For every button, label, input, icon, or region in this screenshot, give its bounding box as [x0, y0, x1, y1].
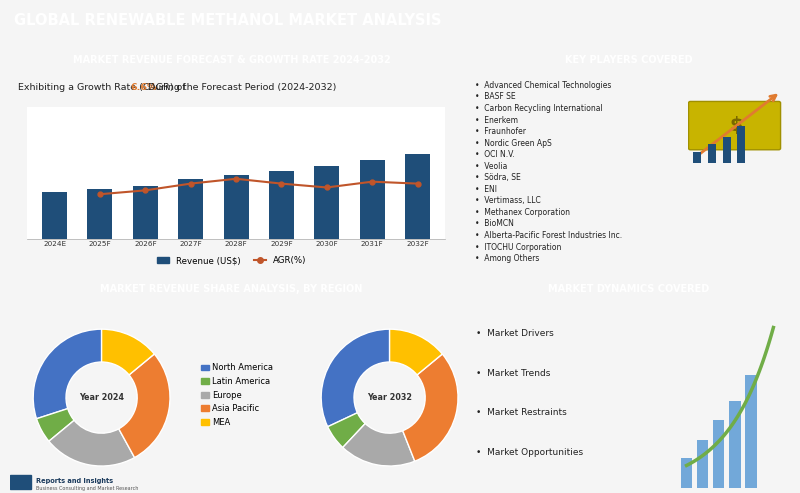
Bar [714, 420, 725, 488]
Wedge shape [49, 421, 134, 466]
Bar [697, 440, 708, 488]
Text: KEY PLAYERS COVERED: KEY PLAYERS COVERED [565, 55, 693, 66]
Text: 6.6%: 6.6% [130, 83, 157, 92]
Text: •  OCI N.V.: • OCI N.V. [475, 150, 515, 159]
Text: MARKET DYNAMICS COVERED: MARKET DYNAMICS COVERED [548, 283, 710, 294]
Text: •  Veolia: • Veolia [475, 162, 508, 171]
FancyBboxPatch shape [689, 102, 781, 150]
Bar [708, 144, 716, 163]
Text: •  BASF SE: • BASF SE [475, 93, 516, 102]
Text: •  Market Restraints: • Market Restraints [476, 409, 566, 418]
Bar [42, 192, 67, 239]
Bar [738, 126, 746, 163]
Text: •  Advanced Chemical Technologies: • Advanced Chemical Technologies [475, 81, 612, 90]
Text: MARKET REVENUE FORECAST & GROWTH RATE 2024-2032: MARKET REVENUE FORECAST & GROWTH RATE 20… [73, 55, 390, 66]
Text: Business Consulting and Market Research: Business Consulting and Market Research [36, 486, 138, 491]
Bar [360, 160, 385, 239]
Wedge shape [390, 329, 442, 375]
Text: •  Market Opportunities: • Market Opportunities [476, 448, 583, 458]
Wedge shape [37, 409, 74, 441]
Text: •  Södra, SE: • Södra, SE [475, 174, 521, 182]
FancyBboxPatch shape [10, 475, 30, 489]
Text: During the Forecast Period (2024-2032): During the Forecast Period (2024-2032) [146, 83, 337, 92]
Wedge shape [118, 354, 170, 458]
Text: •  ENI: • ENI [475, 185, 498, 194]
Legend: North America, Latin America, Europe, Asia Pacific, MEA: North America, Latin America, Europe, As… [198, 360, 276, 430]
Bar [723, 137, 730, 163]
Text: Year 2032: Year 2032 [367, 393, 412, 402]
Bar [314, 167, 339, 239]
Wedge shape [33, 329, 102, 419]
Text: •  Among Others: • Among Others [475, 254, 540, 263]
Bar [223, 176, 249, 239]
Wedge shape [402, 354, 458, 461]
Bar [730, 401, 741, 488]
Text: •  Alberta-Pacific Forest Industries Inc.: • Alberta-Pacific Forest Industries Inc. [475, 231, 622, 240]
Text: •  Fraunhofer: • Fraunhofer [475, 127, 526, 136]
Bar [269, 171, 294, 239]
Wedge shape [342, 423, 414, 466]
Text: •  Market Drivers: • Market Drivers [476, 329, 554, 338]
Bar [178, 179, 203, 239]
Text: •  Market Trends: • Market Trends [476, 369, 550, 378]
Bar [133, 185, 158, 239]
Wedge shape [328, 413, 366, 448]
Text: •  Methanex Corporation: • Methanex Corporation [475, 208, 570, 217]
Bar [746, 375, 757, 488]
Text: •  ITOCHU Corporation: • ITOCHU Corporation [475, 243, 562, 251]
Text: Reports and Insights: Reports and Insights [36, 478, 113, 484]
Wedge shape [102, 329, 154, 375]
Bar [681, 458, 692, 488]
Text: •  Nordic Green ApS: • Nordic Green ApS [475, 139, 552, 147]
Text: Year 2024: Year 2024 [79, 393, 124, 402]
Wedge shape [321, 329, 390, 427]
Text: Exhibiting a Growth Rate (CAGR) of: Exhibiting a Growth Rate (CAGR) of [18, 83, 189, 92]
Bar [694, 152, 702, 163]
Bar [405, 154, 430, 239]
Text: •  Vertimass, LLC: • Vertimass, LLC [475, 196, 541, 206]
Bar [87, 189, 113, 239]
Text: •  Carbon Recycling International: • Carbon Recycling International [475, 104, 603, 113]
Text: GLOBAL RENEWABLE METHANOL MARKET ANALYSIS: GLOBAL RENEWABLE METHANOL MARKET ANALYSI… [14, 13, 442, 29]
Text: $: $ [730, 116, 743, 135]
Text: •  Enerkem: • Enerkem [475, 115, 518, 125]
Text: MARKET REVENUE SHARE ANALYSIS, BY REGION: MARKET REVENUE SHARE ANALYSIS, BY REGION [101, 283, 362, 294]
Legend: Revenue (US$), AGR(%): Revenue (US$), AGR(%) [157, 256, 306, 265]
Text: •  BioMCN: • BioMCN [475, 219, 514, 228]
